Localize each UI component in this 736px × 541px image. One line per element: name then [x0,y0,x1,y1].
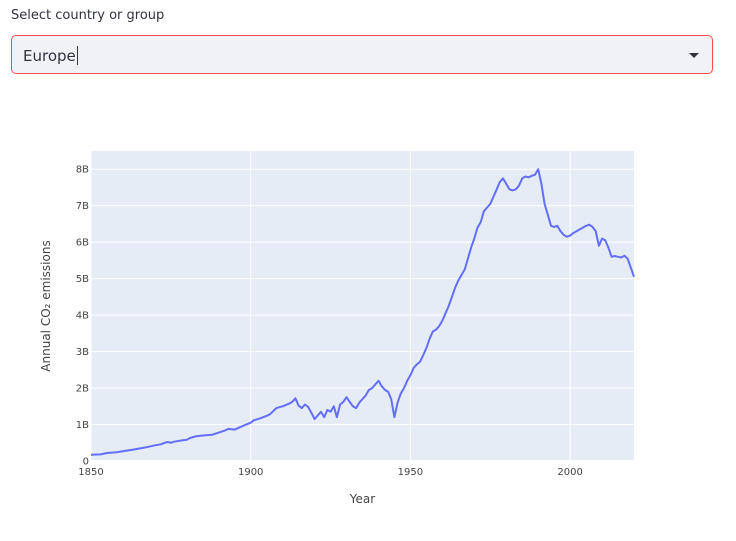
chevron-down-icon[interactable] [689,53,699,58]
series-line-0 [90,168,635,456]
y-tick-label: 5B [76,274,89,285]
x-tick-label: 2000 [557,467,582,478]
y-tick-label: 4B [76,311,89,322]
y-tick-label: 8B [76,165,89,176]
y-tick-label: 3B [76,347,89,358]
y-tick-label: 1B [76,420,89,431]
country-select-value[interactable]: Europe [23,46,78,65]
y-tick-label: 2B [76,384,89,395]
y-tick-label: 7B [76,201,89,212]
x-tick-label: 1850 [78,467,103,478]
x-tick-label: 1950 [398,467,423,478]
country-select[interactable]: Europe [11,35,713,74]
y-axis-title: Annual CO₂ emissions [39,240,53,371]
x-tick-label: 1900 [238,467,263,478]
y-tick-label: 0 [83,457,89,468]
y-tick-label: 6B [76,238,89,249]
country-select-label: Select country or group [11,8,165,23]
plot-area [91,151,634,461]
text-cursor [76,46,78,65]
x-axis-title: Year [349,492,375,506]
